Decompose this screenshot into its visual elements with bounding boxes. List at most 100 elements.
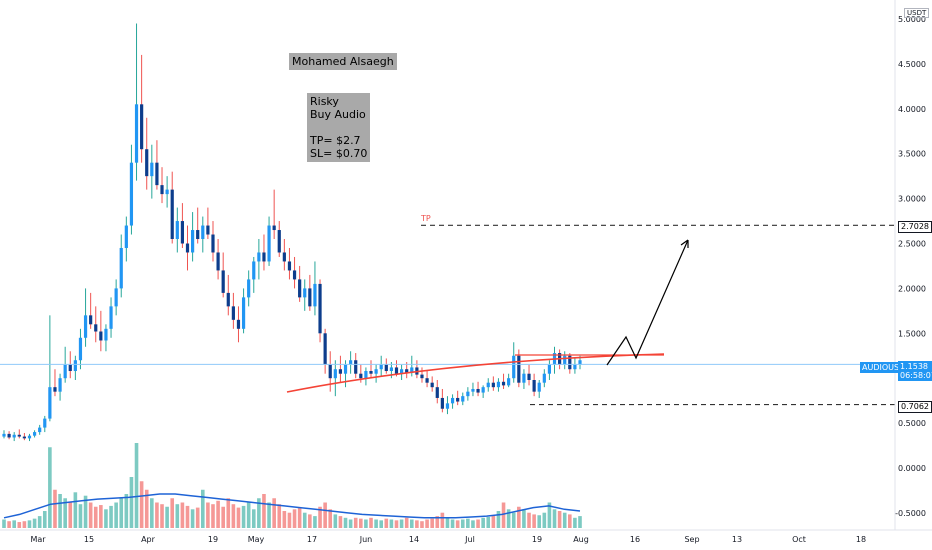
candle: [17, 429, 21, 439]
candle-body: [94, 324, 98, 332]
volume-bar: [282, 511, 287, 528]
candle-body: [216, 252, 220, 271]
candle-body: [17, 434, 21, 437]
time-axis[interactable]: Mar 15 Apr 19 May 17 Jun 14 Jul 19 Aug 16 Sep 13 Oct 18: [0, 529, 932, 544]
candle: [415, 360, 419, 379]
candle-body: [160, 185, 164, 195]
time-tick-label: Mar: [30, 535, 46, 544]
candle-body: [369, 371, 373, 374]
volume-bar: [379, 520, 384, 528]
candle-body: [496, 381, 501, 388]
candle-body: [476, 388, 480, 393]
last-price: 1.1538: [900, 362, 928, 371]
countdown: 06:58:07: [900, 371, 932, 380]
candle-body: [522, 373, 526, 383]
volume-bar: [58, 494, 62, 528]
candle: [134, 23, 139, 181]
candle-body: [517, 355, 521, 383]
candle: [563, 351, 567, 370]
volume-bar: [216, 500, 220, 528]
candle-body: [445, 403, 450, 409]
volume-bar: [144, 489, 149, 528]
candle: [247, 270, 251, 307]
candle: [568, 353, 572, 374]
candle: [73, 355, 77, 380]
candle: [527, 364, 531, 386]
volume-bar: [501, 502, 506, 528]
time-tick-label: Jun: [359, 535, 373, 544]
candle-body: [83, 315, 88, 338]
candle-body: [134, 104, 139, 163]
volume-bar: [353, 517, 358, 528]
volume-bar: [328, 509, 333, 528]
time-tick-label: 19: [532, 535, 542, 544]
candle: [420, 367, 424, 383]
price-axis[interactable]: 5.0000 4.5000 4.0000 3.5000 3.0000 2.5000 2.00…: [894, 0, 926, 530]
candle-body: [537, 382, 541, 392]
drawings[interactable]: [0, 224, 895, 406]
volume-bar: [374, 519, 378, 528]
time-tick-label: Apr: [141, 535, 156, 544]
candle: [282, 239, 286, 271]
volume-bar: [185, 505, 190, 528]
price-tick-label: 4.0000: [898, 105, 926, 114]
candle: [53, 369, 57, 397]
candle: [338, 355, 343, 383]
candle: [236, 306, 241, 343]
volume-bar: [466, 518, 470, 528]
candle-body: [150, 162, 154, 177]
candle-body: [338, 369, 343, 374]
volume-bars: [2, 443, 582, 528]
candle: [27, 433, 32, 442]
candle-body: [461, 396, 465, 402]
volume-bar: [12, 520, 16, 528]
candle: [22, 432, 26, 441]
candle-body: [466, 391, 470, 397]
time-tick-label: 13: [732, 535, 742, 544]
volume-bar: [343, 517, 348, 528]
candle: [109, 297, 113, 338]
candle: [119, 234, 123, 298]
volume-bar: [338, 516, 343, 528]
volume-bar: [160, 504, 164, 528]
time-tick-label: Aug: [573, 535, 589, 544]
candle: [241, 288, 246, 334]
candle: [364, 367, 368, 386]
candle-body: [201, 225, 205, 240]
candle: [303, 279, 307, 311]
candle-body: [323, 333, 327, 365]
candle: [517, 349, 521, 388]
candle-body: [241, 297, 246, 329]
volume-bar: [445, 517, 450, 528]
trade-note: Risky Buy Audio TP= $2.7 SL= $0.70: [307, 93, 371, 162]
volume-ma-line: [3, 493, 581, 519]
candle-body: [303, 288, 307, 298]
volume-bar: [78, 504, 83, 528]
volume-bar: [471, 520, 475, 528]
candle-body: [486, 382, 490, 388]
candle: [150, 144, 154, 199]
candle: [78, 328, 83, 370]
candle: [99, 310, 103, 352]
candle-body: [124, 225, 128, 248]
candle: [252, 256, 256, 293]
candle-body: [221, 270, 225, 293]
candle-body: [491, 382, 495, 388]
candle: [201, 216, 205, 253]
candle-body: [573, 364, 577, 370]
volume-bar: [134, 443, 139, 528]
candle-body: [512, 355, 516, 379]
candle: [165, 176, 169, 208]
candle: [2, 430, 6, 439]
candle-body: [58, 378, 62, 392]
candle-body: [104, 328, 108, 341]
candle-body: [73, 360, 77, 372]
volume-bar: [348, 519, 353, 528]
volume-bar: [308, 514, 312, 528]
volume-bar: [537, 515, 542, 528]
candle: [486, 378, 490, 392]
candle: [318, 279, 322, 343]
candle-body: [191, 230, 195, 253]
volume-bar: [522, 509, 526, 528]
